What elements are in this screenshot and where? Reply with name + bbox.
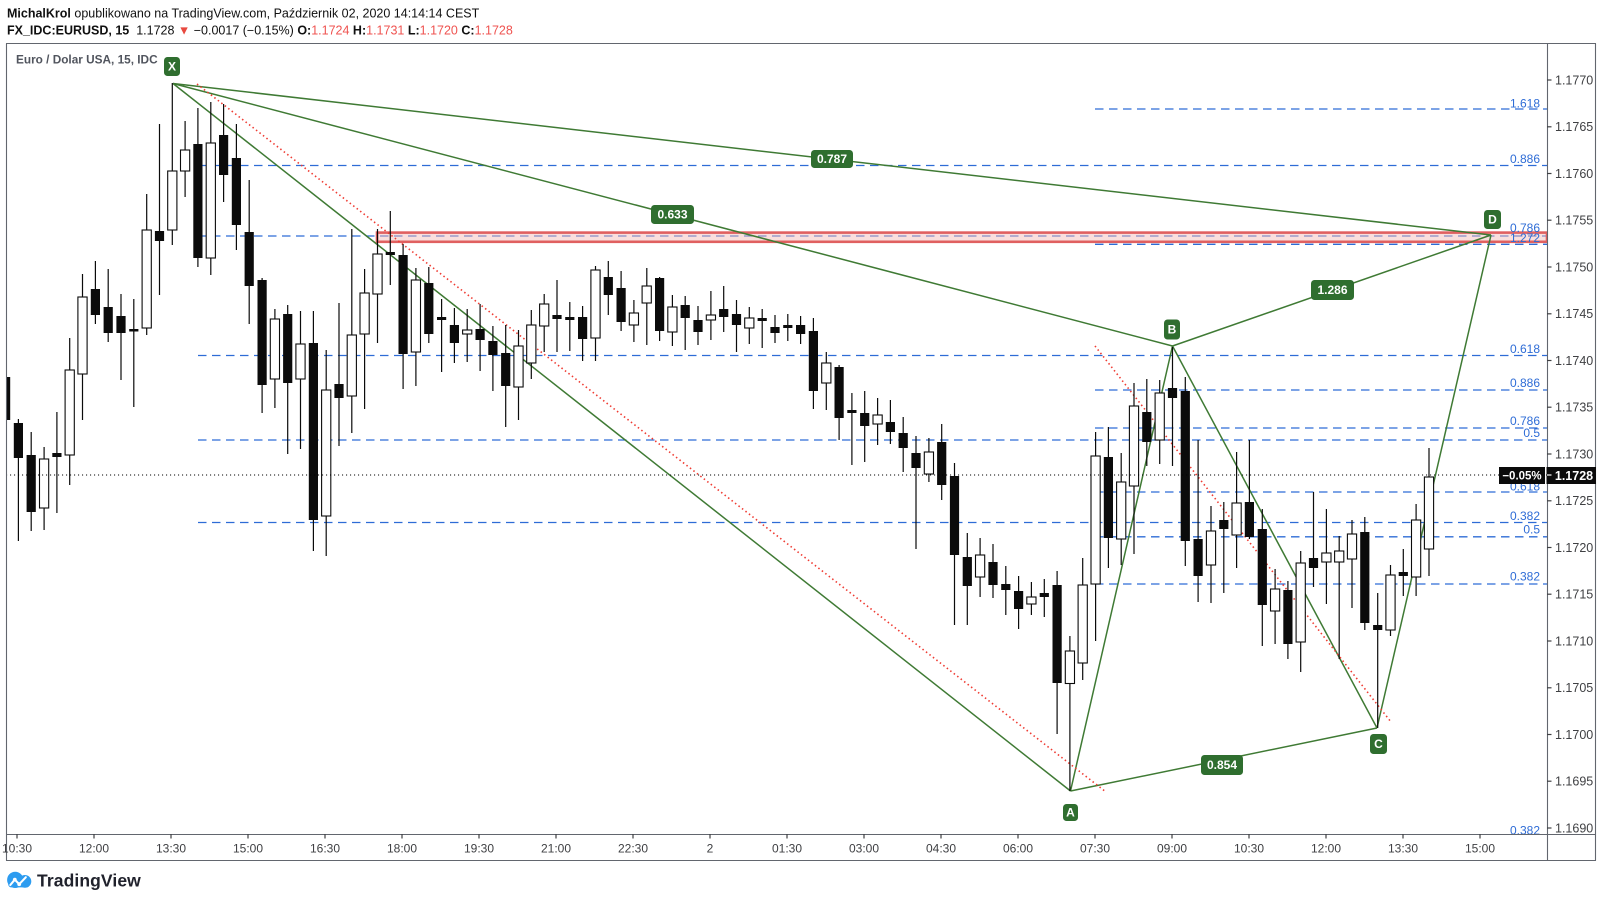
svg-text:13:30: 13:30 bbox=[156, 842, 186, 856]
svg-text:13:30: 13:30 bbox=[1388, 842, 1418, 856]
svg-text:1.1710: 1.1710 bbox=[1555, 634, 1593, 648]
svg-text:21:00: 21:00 bbox=[541, 842, 571, 856]
svg-text:12:00: 12:00 bbox=[1311, 842, 1341, 856]
svg-text:1.1700: 1.1700 bbox=[1555, 728, 1593, 742]
svg-text:0.382: 0.382 bbox=[1510, 509, 1540, 523]
svg-text:1.272: 1.272 bbox=[1510, 231, 1540, 245]
svg-text:0.5: 0.5 bbox=[1523, 523, 1540, 537]
svg-text:09:00: 09:00 bbox=[1157, 842, 1187, 856]
svg-text:19:30: 19:30 bbox=[464, 842, 494, 856]
svg-text:12:00: 12:00 bbox=[79, 842, 109, 856]
svg-text:FX_IDC:EURUSD, 15 1.1728 ▼ −0: FX_IDC:EURUSD, 15 1.1728 ▼ −0.0017 (−0.1… bbox=[7, 24, 513, 38]
svg-text:1.1760: 1.1760 bbox=[1555, 167, 1593, 181]
svg-text:1.1730: 1.1730 bbox=[1555, 447, 1593, 461]
svg-text:0.618: 0.618 bbox=[1510, 342, 1540, 356]
svg-text:07:30: 07:30 bbox=[1080, 842, 1110, 856]
svg-text:10:30: 10:30 bbox=[1234, 842, 1264, 856]
svg-text:C: C bbox=[1374, 737, 1383, 751]
svg-text:1.1750: 1.1750 bbox=[1555, 260, 1593, 274]
svg-text:0.786: 0.786 bbox=[1510, 221, 1540, 235]
svg-text:16:30: 16:30 bbox=[310, 842, 340, 856]
svg-text:1.1770: 1.1770 bbox=[1555, 73, 1593, 87]
svg-text:0.886: 0.886 bbox=[1510, 376, 1540, 390]
svg-text:1.1720: 1.1720 bbox=[1555, 541, 1593, 555]
svg-text:B: B bbox=[1168, 323, 1177, 337]
svg-text:1.1740: 1.1740 bbox=[1555, 354, 1593, 368]
svg-text:15:00: 15:00 bbox=[233, 842, 263, 856]
svg-text:04:30: 04:30 bbox=[926, 842, 956, 856]
svg-text:−0.05%: −0.05% bbox=[1502, 471, 1541, 483]
svg-text:0.633: 0.633 bbox=[657, 208, 687, 222]
svg-text:1.618: 1.618 bbox=[1510, 96, 1540, 110]
svg-text:18:00: 18:00 bbox=[387, 842, 417, 856]
svg-text:2: 2 bbox=[707, 842, 714, 856]
svg-text:0.786: 0.786 bbox=[1510, 414, 1540, 428]
svg-text:1.1715: 1.1715 bbox=[1555, 588, 1593, 602]
svg-text:D: D bbox=[1488, 213, 1497, 227]
svg-text:0.382: 0.382 bbox=[1510, 570, 1540, 584]
svg-text:A: A bbox=[1066, 806, 1075, 820]
svg-text:0.787: 0.787 bbox=[817, 152, 847, 166]
svg-text:1.1728: 1.1728 bbox=[1555, 469, 1593, 483]
svg-text:X: X bbox=[168, 60, 176, 74]
svg-text:06:00: 06:00 bbox=[1003, 842, 1033, 856]
svg-text:MichalKrol opublikowano na Tra: MichalKrol opublikowano na TradingView.c… bbox=[7, 7, 480, 21]
svg-text:10:30: 10:30 bbox=[2, 842, 32, 856]
svg-text:1.1725: 1.1725 bbox=[1555, 494, 1593, 508]
svg-text:03:00: 03:00 bbox=[849, 842, 879, 856]
svg-text:1.286: 1.286 bbox=[1317, 283, 1347, 297]
svg-text:0.854: 0.854 bbox=[1207, 758, 1237, 772]
svg-text:1.1705: 1.1705 bbox=[1555, 681, 1593, 695]
svg-text:1.1755: 1.1755 bbox=[1555, 214, 1593, 228]
svg-text:0.5: 0.5 bbox=[1523, 426, 1540, 440]
svg-text:1.1735: 1.1735 bbox=[1555, 401, 1593, 415]
svg-text:22:30: 22:30 bbox=[618, 842, 648, 856]
svg-text:15:00: 15:00 bbox=[1465, 842, 1495, 856]
svg-text:01:30: 01:30 bbox=[772, 842, 802, 856]
svg-text:1.1765: 1.1765 bbox=[1555, 120, 1593, 134]
svg-text:1.1690: 1.1690 bbox=[1555, 821, 1593, 835]
svg-text:1.1745: 1.1745 bbox=[1555, 307, 1593, 321]
svg-text:1.1695: 1.1695 bbox=[1555, 775, 1593, 789]
svg-text:Euro / Dolar USA, 15, IDC: Euro / Dolar USA, 15, IDC bbox=[16, 53, 158, 67]
svg-text:TradingView: TradingView bbox=[37, 871, 141, 891]
svg-text:0.382: 0.382 bbox=[1510, 823, 1540, 837]
svg-text:0.886: 0.886 bbox=[1510, 152, 1540, 166]
